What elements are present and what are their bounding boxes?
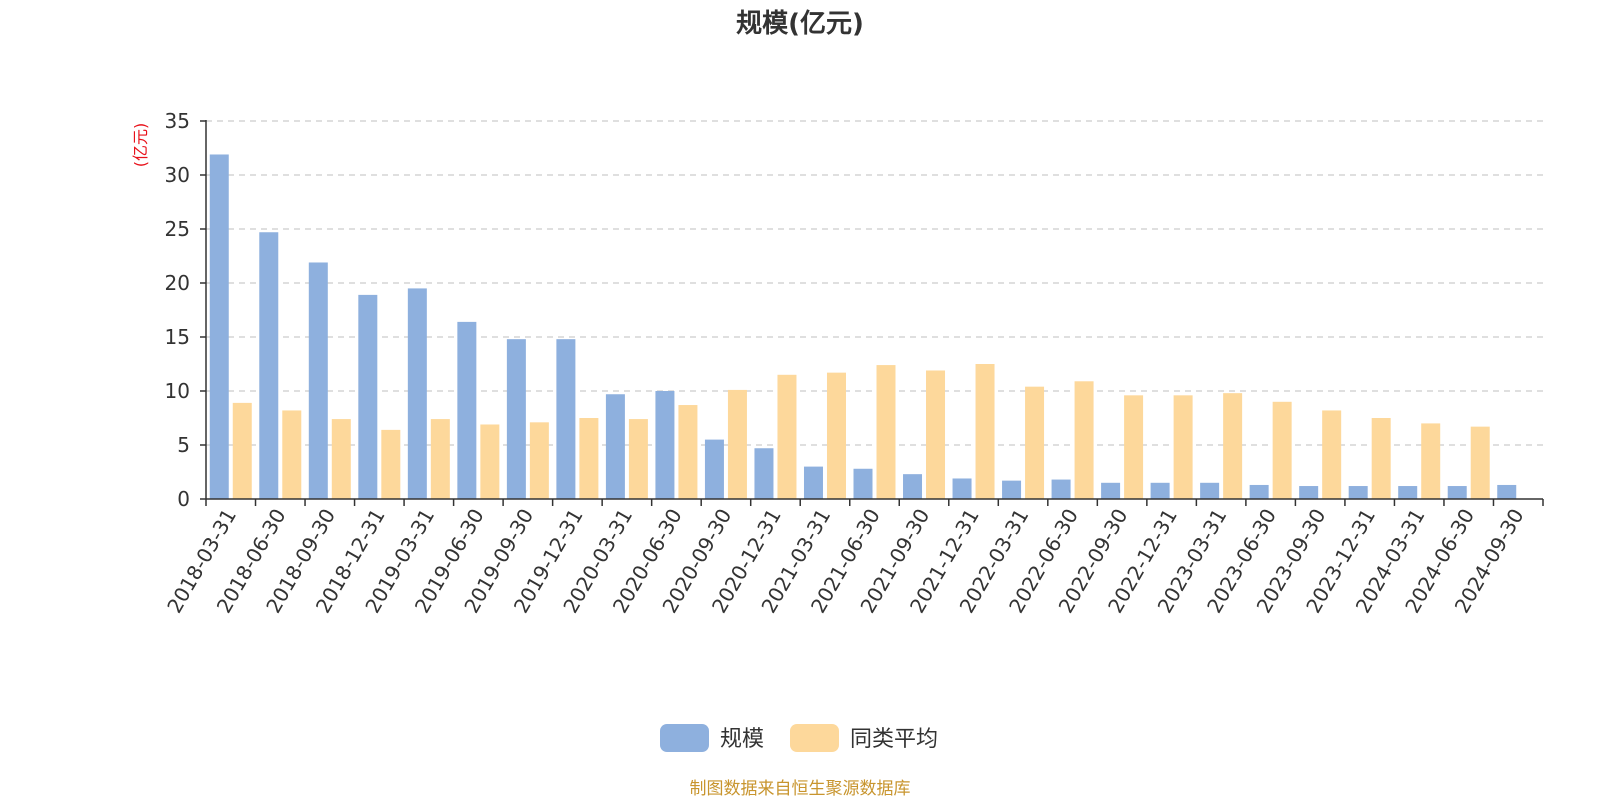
bar-peer-average[interactable] (628, 419, 648, 499)
bar-scale[interactable] (903, 474, 923, 499)
bar-peer-average[interactable] (1470, 426, 1490, 499)
bar-peer-average[interactable] (1025, 386, 1045, 499)
legend-swatch-peer-average[interactable] (790, 724, 839, 752)
bar-peer-average[interactable] (777, 374, 797, 499)
y-tick-label: 5 (177, 433, 190, 457)
bar-scale[interactable] (556, 339, 576, 499)
bar-peer-average[interactable] (331, 419, 351, 499)
bar-peer-average[interactable] (282, 410, 302, 499)
y-tick-label: 25 (165, 217, 190, 241)
grid-lines (206, 120, 1543, 446)
bar-scale[interactable] (259, 232, 279, 500)
axes (200, 120, 1544, 506)
y-tick-label: 30 (165, 163, 190, 187)
bar-scale[interactable] (1150, 482, 1170, 499)
y-tick-label: 35 (165, 109, 190, 133)
bar-scale[interactable] (952, 478, 972, 499)
y-tick-label: 15 (165, 325, 190, 349)
bar-peer-average[interactable] (975, 364, 995, 499)
bar-scale[interactable] (1200, 482, 1220, 499)
bar-scale[interactable] (1497, 484, 1517, 499)
bar-peer-average[interactable] (529, 422, 549, 499)
bar-scale[interactable] (1101, 482, 1121, 499)
bar-scale[interactable] (1051, 479, 1071, 499)
legend-label-scale[interactable]: 规模 (720, 727, 764, 752)
y-tick-label: 20 (165, 271, 190, 295)
bar-scale[interactable] (407, 288, 427, 499)
bars (209, 154, 1517, 500)
y-tick-labels: 0 5 10 15 20 25 30 35 (165, 109, 190, 511)
bar-scale[interactable] (803, 466, 823, 499)
bar-scale[interactable] (1299, 486, 1319, 499)
chart-title: 规模(亿元) (736, 9, 864, 39)
bar-scale[interactable] (704, 439, 724, 499)
bar-scale[interactable] (754, 448, 774, 499)
legend-label-peer-average[interactable]: 同类平均 (850, 727, 938, 752)
bar-peer-average[interactable] (579, 418, 599, 499)
bar-peer-average[interactable] (1124, 395, 1144, 499)
bar-scale[interactable] (605, 394, 625, 499)
bar-scale[interactable] (358, 294, 378, 499)
bar-peer-average[interactable] (232, 402, 252, 499)
bar-scale[interactable] (1249, 484, 1269, 499)
bar-peer-average[interactable] (1421, 423, 1441, 499)
bar-scale[interactable] (209, 154, 229, 500)
bar-scale[interactable] (1398, 486, 1418, 499)
y-tick-label: 10 (165, 379, 190, 403)
bar-peer-average[interactable] (826, 372, 846, 499)
bar-peer-average[interactable] (727, 389, 747, 499)
bar-peer-average[interactable] (1173, 395, 1193, 499)
bar-scale[interactable] (308, 262, 328, 499)
bar-scale[interactable] (457, 321, 477, 499)
bar-peer-average[interactable] (926, 370, 946, 499)
bar-scale[interactable] (853, 468, 873, 499)
source-note: 制图数据来自恒生聚源数据库 (690, 779, 911, 799)
bar-peer-average[interactable] (1223, 393, 1243, 499)
legend-swatch-scale[interactable] (660, 724, 709, 752)
bar-scale[interactable] (1447, 486, 1467, 499)
bar-peer-average[interactable] (1322, 410, 1342, 499)
bar-scale[interactable] (1348, 486, 1368, 499)
bar-peer-average[interactable] (1371, 418, 1391, 499)
legend[interactable]: 规模 同类平均 (660, 724, 938, 752)
bar-scale[interactable] (506, 339, 526, 499)
y-tick-label: 0 (177, 487, 190, 511)
bar-peer-average[interactable] (1074, 381, 1094, 499)
x-tick-labels: 2018-03-312018-06-302018-09-302018-12-31… (162, 505, 1528, 618)
bar-peer-average[interactable] (480, 424, 500, 499)
bar-peer-average[interactable] (430, 419, 450, 499)
bar-peer-average[interactable] (1272, 401, 1292, 499)
bar-peer-average[interactable] (381, 429, 401, 499)
bar-peer-average[interactable] (876, 365, 896, 499)
bar-scale[interactable] (1002, 480, 1022, 499)
bar-peer-average[interactable] (678, 405, 698, 499)
bar-scale[interactable] (655, 391, 675, 499)
y-axis-label: (亿元) (131, 123, 150, 168)
